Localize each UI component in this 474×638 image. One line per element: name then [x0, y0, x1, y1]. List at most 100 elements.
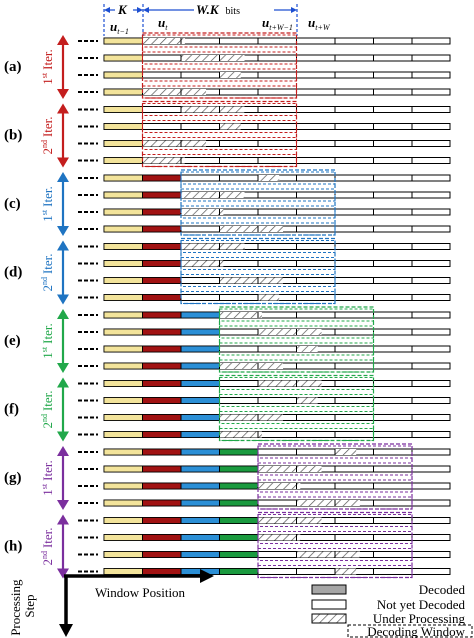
decoded-block [219, 534, 259, 541]
panel-label: (a) [4, 59, 22, 75]
decoded-block [103, 311, 143, 319]
iteration-label: 1stIter. [40, 186, 55, 221]
decoded-block [180, 311, 220, 319]
decoded-block [142, 208, 182, 216]
iteration-label: 2ndIter. [40, 527, 55, 565]
window-position-arrow-head [200, 569, 214, 583]
header: K W.K bits ut−1 ut ut+W−1 ut+W [103, 1, 331, 36]
under-processing-block [258, 294, 280, 301]
under-processing-block [335, 568, 357, 575]
under-processing-block [258, 329, 322, 335]
panel-label: (c) [4, 196, 21, 212]
decoded-block [142, 277, 182, 284]
codeword-row [78, 260, 451, 267]
decoded-block [180, 551, 220, 558]
decoded-block [103, 397, 143, 404]
under-processing-block [296, 346, 318, 352]
panel-e: (e) 1stIter. [4, 306, 451, 373]
iteration-arrow-up-head [57, 172, 69, 182]
wk-arrow-left-head [143, 7, 149, 13]
under-processing-block [296, 551, 361, 558]
codeword-row [78, 465, 451, 473]
row-bar [103, 106, 451, 113]
row-bar [103, 71, 451, 79]
decoded-block [142, 260, 182, 267]
under-processing-block [219, 414, 284, 421]
iteration-arrow-down-head [57, 157, 69, 168]
decoded-block [103, 191, 143, 199]
decoded-block [219, 568, 259, 575]
decoding-window-row [180, 257, 336, 270]
iteration-arrow-down-head [57, 568, 69, 579]
decoded-block [219, 517, 259, 524]
codeword-row [78, 311, 451, 319]
codeword-row [78, 397, 451, 404]
codeword-row [78, 551, 451, 558]
decoding-window-row [257, 462, 413, 476]
codeword-row [78, 328, 451, 336]
decoded-block [142, 328, 182, 336]
panel-g: (g) 1stIter. [4, 443, 451, 510]
decoded-block [180, 499, 220, 507]
decoded-block [103, 174, 143, 182]
panel-b: (b) 2ndIter. [4, 100, 451, 168]
iteration-label: 2ndIter. [40, 116, 55, 154]
decoded-block [180, 482, 220, 490]
processing-step-arrow-head [59, 624, 73, 637]
decoded-block [142, 517, 182, 524]
under-processing-block [219, 72, 241, 78]
decoded-block [142, 362, 182, 370]
under-processing-block [258, 466, 322, 472]
decoded-block [103, 277, 143, 284]
under-processing-block [258, 175, 280, 181]
codeword-row [78, 294, 451, 301]
iteration-label: 1stIter. [40, 49, 55, 84]
codeword-row [78, 123, 451, 130]
row-bar [103, 54, 451, 62]
decoded-block [142, 380, 182, 387]
decoded-block [103, 568, 143, 575]
codeword-row [78, 191, 451, 199]
processing-step-label: Processing Step [8, 576, 37, 636]
under-processing-block [181, 106, 245, 113]
row-bar [103, 123, 451, 130]
decoded-block [142, 345, 182, 353]
decoded-block [142, 465, 182, 473]
decoded-block [219, 448, 259, 456]
decoded-block [180, 431, 220, 438]
decoded-block [103, 71, 143, 79]
decoding-window [180, 169, 336, 236]
decoded-block [180, 534, 220, 541]
decoded-block [103, 260, 143, 267]
decoded-block [103, 534, 143, 541]
k-arrow-left-head [104, 7, 110, 13]
panel-h: (h) 2ndIter. [4, 511, 451, 579]
iteration-arrow-up-head [57, 103, 69, 114]
panel-d: (d) 2ndIter. [4, 237, 451, 305]
under-processing-block [258, 483, 301, 489]
codeword-row [78, 157, 451, 164]
panel-f: (f) 2ndIter. [4, 374, 451, 442]
codeword-row [78, 208, 451, 216]
wk-label: W.K bits [196, 1, 240, 18]
iteration-arrow-up-head [57, 240, 69, 251]
decoded-block [103, 448, 143, 456]
decoded-block [142, 311, 182, 319]
iteration-arrow-up-head [57, 377, 69, 388]
decoded-block [180, 362, 220, 370]
decoded-block [103, 140, 143, 147]
block-label-t-plus-w: ut+W [308, 15, 331, 32]
under-processing-block [181, 192, 245, 198]
decoded-block [142, 534, 182, 541]
under-processing-block [219, 431, 262, 438]
under-processing-block [219, 226, 284, 232]
decoded-block [103, 328, 143, 336]
under-processing-block [258, 534, 301, 541]
under-processing-block [296, 500, 361, 506]
iteration-arrow-up-head [57, 446, 69, 456]
panel-label: (h) [4, 539, 22, 555]
decoded-block [142, 482, 182, 490]
decoded-block [219, 465, 259, 473]
iteration-arrow-down-head [57, 431, 69, 442]
